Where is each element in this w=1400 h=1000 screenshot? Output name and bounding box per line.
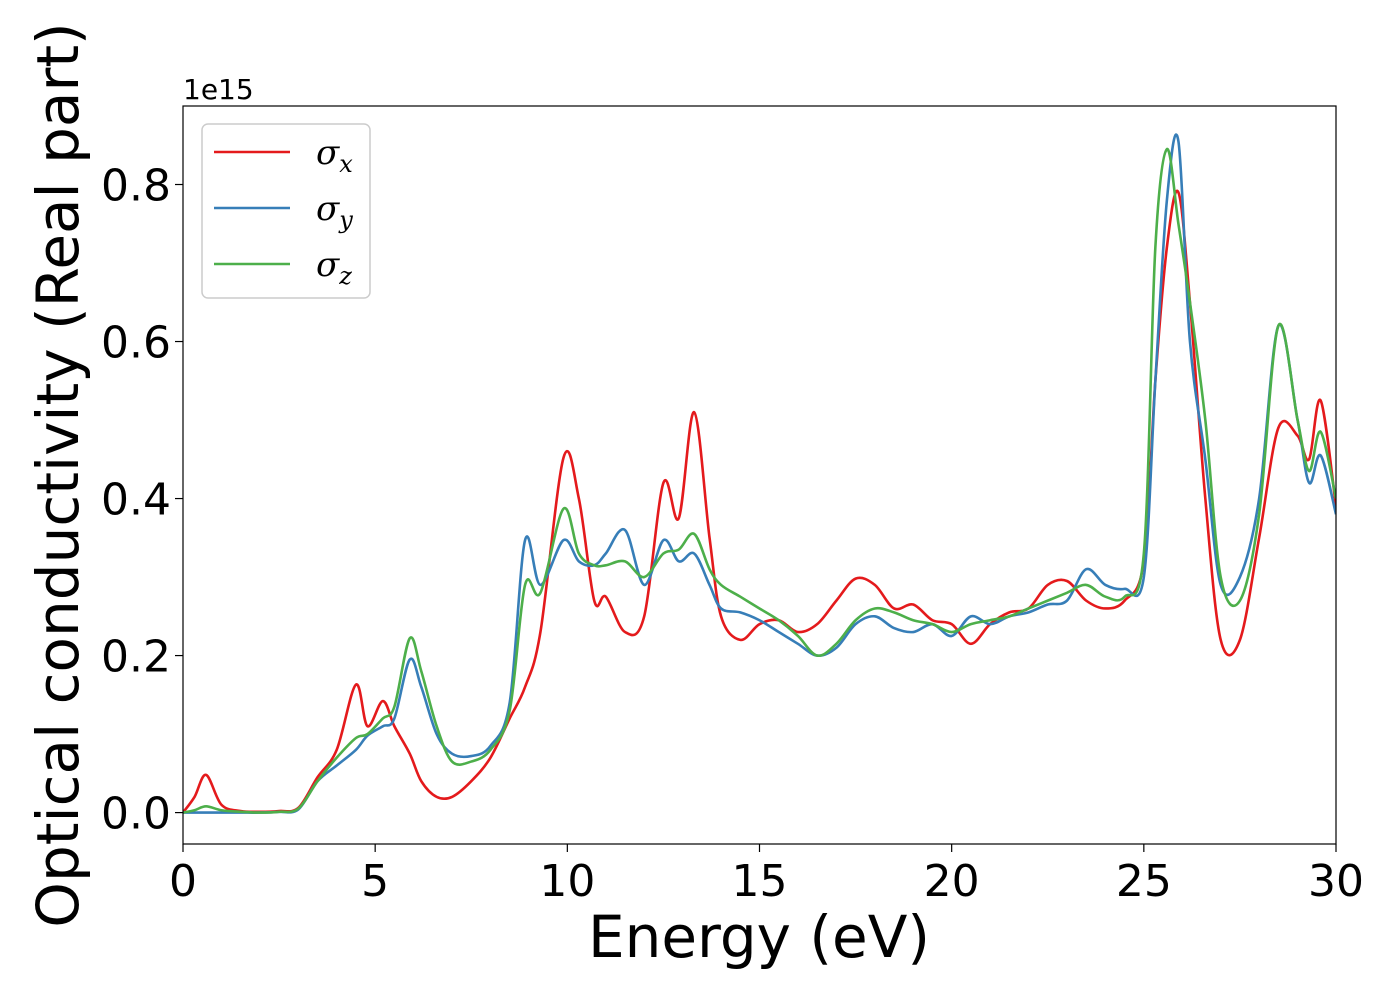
- y-axis-label: Optical conductivity (Real part): [24, 22, 92, 927]
- y-tick-label: 0.2: [101, 632, 171, 683]
- y-tick-label: 0.6: [101, 318, 171, 369]
- x-tick-label: 15: [732, 856, 788, 907]
- series-layer: [183, 133, 1336, 814]
- legend: σx σy σz: [201, 123, 371, 299]
- x-axis: 0 5 10 15 20 25 30: [169, 844, 1364, 907]
- y-axis: 0.0 0.2 0.4 0.6 0.8: [101, 161, 183, 840]
- y-tick-label: 0.0: [101, 789, 171, 840]
- x-tick-label: 20: [924, 856, 980, 907]
- y-offset-label: 1e15: [183, 73, 254, 106]
- x-tick-label: 25: [1116, 856, 1172, 907]
- series-line-1: [183, 189, 1336, 814]
- x-tick-label: 30: [1308, 856, 1364, 907]
- series-line-2: [183, 133, 1336, 814]
- x-tick-label: 5: [361, 856, 389, 907]
- x-axis-label: Energy (eV): [588, 903, 930, 971]
- legend-label-1: σx: [316, 133, 353, 178]
- legend-label-2: σy: [316, 189, 353, 234]
- x-tick-label: 10: [539, 856, 595, 907]
- x-tick-label: 0: [169, 856, 197, 907]
- y-tick-label: 0.4: [101, 475, 171, 526]
- y-tick-label: 0.8: [101, 161, 171, 212]
- series-line-3: [183, 147, 1336, 814]
- legend-box: [201, 123, 371, 299]
- legend-label-3: σz: [316, 245, 352, 290]
- plot-background: [183, 106, 1336, 844]
